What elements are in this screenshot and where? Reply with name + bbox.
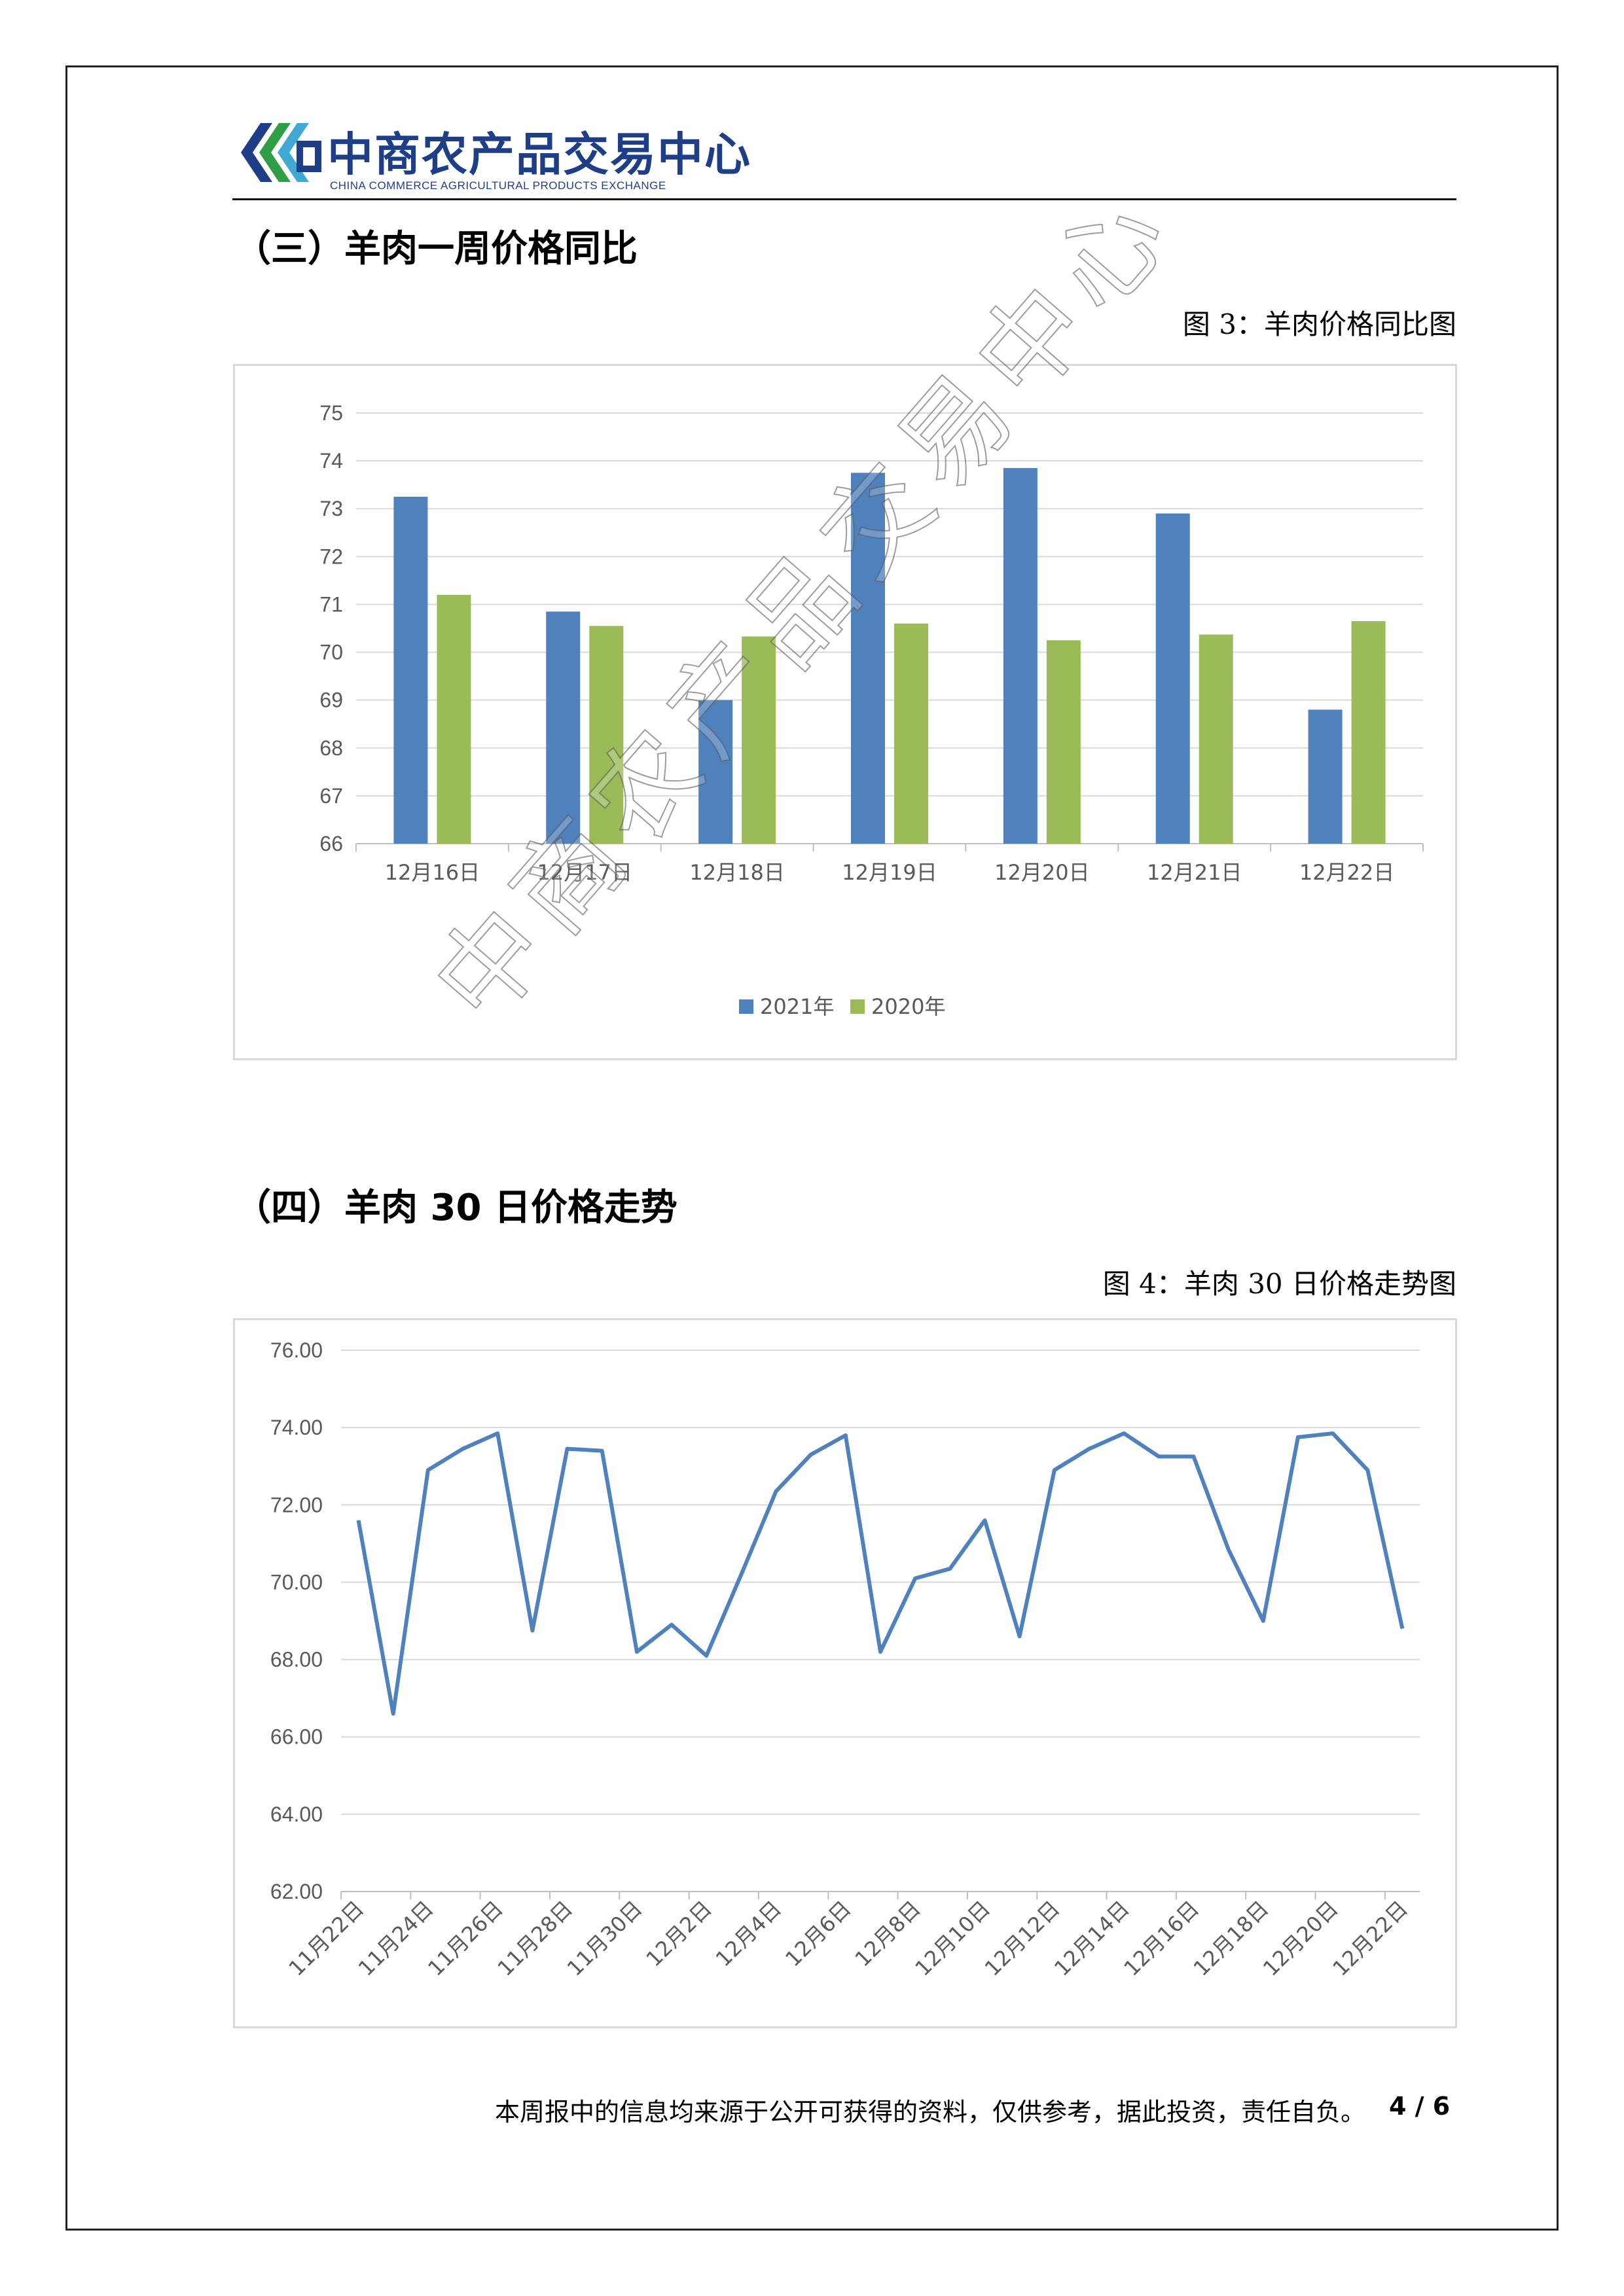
x-category-label: 12月19日 <box>842 860 937 885</box>
y-tick-label: 74 <box>319 449 343 473</box>
x-tick-label: 12月10日 <box>910 1896 995 1981</box>
figure-caption-4: 图 4：羊肉 30 日价格走势图 <box>1102 1268 1456 1300</box>
x-category-label: 12月16日 <box>385 860 480 885</box>
x-category-label: 12月18日 <box>689 860 784 885</box>
figure-caption-3: 图 3：羊肉价格同比图 <box>1182 308 1456 340</box>
x-tick-label: 12月20日 <box>1258 1896 1343 1981</box>
bar-2021 <box>1003 468 1038 844</box>
y-tick-label: 72.00 <box>270 1493 323 1516</box>
y-tick-label: 68.00 <box>270 1648 323 1672</box>
bar-2021 <box>698 700 733 844</box>
y-tick-label: 72 <box>319 545 343 568</box>
brand-name-cn: 中商农产品交易中心 <box>327 128 751 181</box>
y-tick-label: 68 <box>319 736 343 760</box>
x-category-label: 12月20日 <box>994 860 1089 885</box>
y-tick-label: 76.00 <box>270 1338 323 1362</box>
section-title-weekly-yoy: （三）羊肉一周价格同比 <box>234 228 638 270</box>
legend-swatch <box>739 999 753 1014</box>
y-tick-label: 66 <box>319 832 343 855</box>
y-tick-label: 71 <box>319 592 343 616</box>
section-title-30-day-trend: （四）羊肉 30 日价格走势 <box>234 1187 677 1229</box>
bar-2020 <box>589 626 624 844</box>
legend-label: 2021年 <box>760 994 834 1019</box>
bar-2020 <box>742 636 776 844</box>
y-tick-label: 67 <box>319 784 343 808</box>
y-tick-label: 74.00 <box>270 1416 323 1439</box>
x-category-label: 12月17日 <box>537 860 632 885</box>
bar-2020 <box>1199 634 1233 844</box>
legend-swatch <box>850 999 865 1014</box>
bar-2021 <box>546 611 581 844</box>
bar-2020 <box>437 594 471 844</box>
x-tick-label: 12月4日 <box>711 1896 786 1971</box>
x-tick-label: 11月22日 <box>284 1896 369 1981</box>
bar-2021 <box>393 496 428 844</box>
x-tick-label: 12月14日 <box>1049 1896 1134 1981</box>
legend-label: 2020年 <box>871 994 945 1019</box>
x-tick-label: 12月22日 <box>1327 1896 1413 1981</box>
y-tick-label: 66.00 <box>270 1725 323 1749</box>
x-tick-label: 11月26日 <box>423 1896 508 1981</box>
page-number: 4 / 6 <box>1389 2092 1451 2121</box>
x-category-label: 12月21日 <box>1147 860 1242 885</box>
bar-chart-container: 66 67 68 69 70 71 72 73 74 75 12月16日 12月17日 12月18日 12… <box>233 364 1457 1060</box>
y-tick-label: 70 <box>319 641 343 664</box>
x-tick-label: 11月28日 <box>492 1896 577 1981</box>
bar-2021 <box>1155 513 1190 844</box>
bar-chart: 66 67 68 69 70 71 72 73 74 75 12月16日 12月17日 12月18日 12… <box>319 401 1424 1019</box>
x-tick-label: 12月18日 <box>1189 1896 1274 1981</box>
y-tick-label: 73 <box>319 497 343 520</box>
exchange-logo <box>241 123 321 182</box>
page-border <box>65 65 1559 2231</box>
x-tick-label: 12月16日 <box>1119 1896 1204 1981</box>
y-tick-label: 64.00 <box>270 1803 323 1826</box>
x-tick-label: 12月12日 <box>980 1896 1065 1981</box>
x-tick-label: 12月2日 <box>641 1896 717 1971</box>
header-divider <box>232 198 1456 200</box>
bar-2021 <box>851 473 885 844</box>
x-tick-label: 11月30日 <box>562 1896 647 1981</box>
bar-2020 <box>1351 621 1386 844</box>
line-chart: 62.00 64.00 66.00 68.00 70.00 72.00 74.00 76.00… <box>270 1338 1420 1981</box>
bar-2020 <box>894 623 928 844</box>
line-chart-container: 62.00 64.00 66.00 68.00 70.00 72.00 74.00 76.00… <box>233 1318 1457 2028</box>
footer-disclaimer: 本周报中的信息均来源于公开可获得的资料，仅供参考，据此投资，责任自负。 <box>495 2098 1366 2126</box>
x-tick-label: 12月6日 <box>780 1896 856 1971</box>
y-tick-label: 75 <box>319 401 343 425</box>
x-tick-label: 11月24日 <box>353 1896 439 1981</box>
x-category-label: 12月22日 <box>1299 860 1394 885</box>
bar-2021 <box>1308 709 1343 844</box>
y-tick-label: 70.00 <box>270 1570 323 1594</box>
brand-name-en: CHINA COMMERCE AGRICULTURAL PRODUCTS EXC… <box>330 179 666 192</box>
price-line <box>356 1431 1405 1716</box>
bar-2020 <box>1046 640 1081 844</box>
y-tick-label: 62.00 <box>270 1880 323 1903</box>
y-tick-label: 69 <box>319 689 343 712</box>
